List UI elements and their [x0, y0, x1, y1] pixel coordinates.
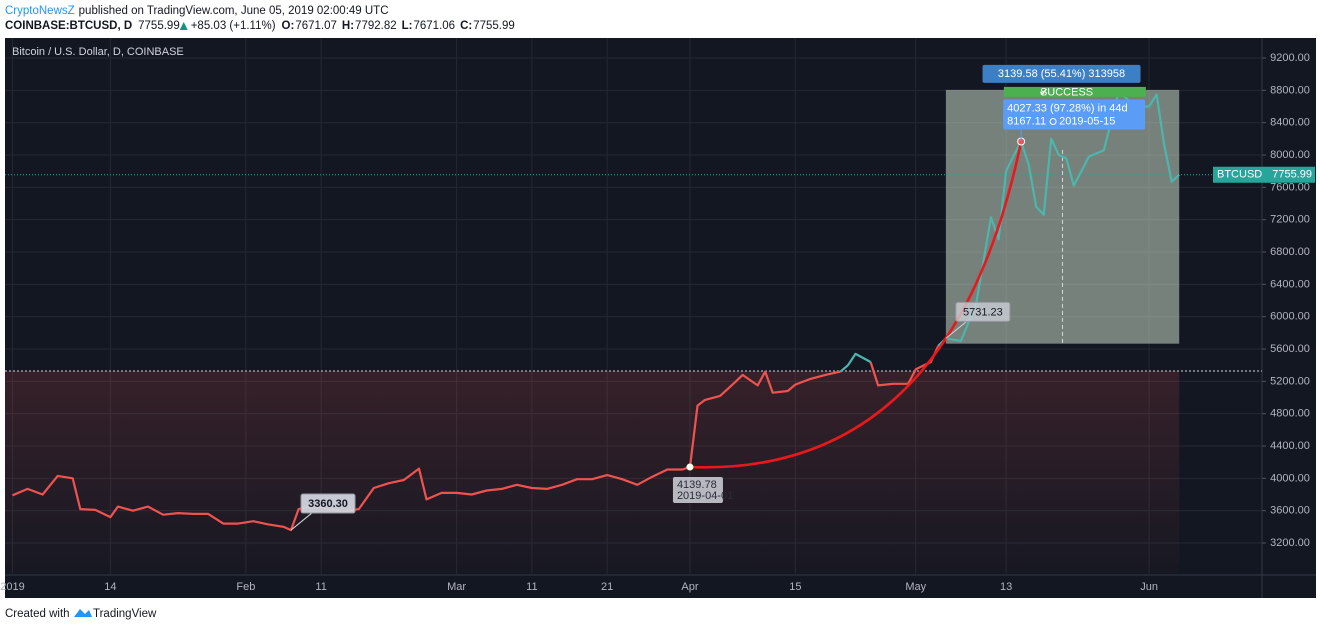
y-tick-label: 7600.00	[1270, 181, 1310, 193]
price: 7755.99	[138, 20, 180, 32]
x-tick-label: 15	[789, 581, 801, 593]
start-label: 4139.78	[677, 479, 717, 491]
end-label-date: 2019-05-15	[1059, 115, 1115, 127]
author[interactable]: CryptoNewsZ	[5, 5, 75, 17]
up-arrow	[179, 22, 188, 30]
x-tick-label: 2019	[0, 581, 24, 593]
symbol: COINBASE:BTCUSD, D	[5, 20, 132, 32]
ohlc-value: 7792.82	[355, 20, 397, 32]
x-tick-label: 21	[601, 581, 613, 593]
growth-curve	[689, 141, 1023, 469]
y-tick-label: 8000.00	[1270, 149, 1310, 161]
y-tick-label: 3600.00	[1270, 505, 1310, 517]
price-tag	[1213, 166, 1315, 183]
ohlc-label: L:	[402, 20, 413, 32]
y-tick-label: 8800.00	[1270, 84, 1310, 96]
annotation-box	[955, 301, 1011, 322]
footer-text: Created with	[5, 608, 70, 620]
y-tick-label: 5200.00	[1270, 375, 1310, 387]
loss-zone	[5, 371, 1180, 573]
y-tick-label: 6000.00	[1270, 311, 1310, 323]
price-line	[12, 345, 940, 532]
annotation-stem	[945, 320, 969, 339]
published: published on TradingView.com, June 05, 2…	[79, 5, 389, 17]
header-line: CryptoNewsZ published on TradingView.com,…	[5, 5, 389, 17]
start-label-box	[672, 477, 723, 504]
footer: Created with	[5, 608, 70, 620]
annotation-label: 5731.23	[963, 306, 1003, 318]
price-line	[839, 89, 1180, 373]
ohlc-label: H:	[342, 20, 354, 32]
plot: 3200.00 3600.00 4000.00 4400.00 4800.00 5200.…	[0, 38, 1315, 593]
x-tick-label: Feb	[236, 581, 255, 593]
y-tick-label: 9200.00	[1270, 52, 1310, 64]
y-tick-label: 5600.00	[1270, 343, 1310, 355]
brand[interactable]: TradingView	[93, 608, 157, 620]
y-tick-label: 4800.00	[1270, 408, 1310, 420]
box-label-bg	[982, 64, 1141, 83]
x-tick-label: Jun	[1140, 581, 1158, 593]
ohlc-label: O:	[282, 20, 295, 32]
logo	[74, 609, 92, 617]
end-label-text: 4027.33 (97.28%) in 44d	[1007, 102, 1127, 114]
clock-icon	[1049, 118, 1057, 126]
status-check	[1040, 88, 1048, 95]
x-tick-label: 11	[315, 581, 326, 593]
y-tick-label: 6800.00	[1270, 246, 1310, 258]
ohlc-value: 7755.99	[473, 20, 515, 32]
end-label-value: 8167.11	[1007, 115, 1046, 127]
y-tick-label: 3200.00	[1270, 537, 1310, 549]
price-tag-value: 7755.99	[1272, 169, 1312, 181]
ohlc-value: 7671.06	[413, 20, 455, 32]
y-tick-label: 7200.00	[1270, 214, 1310, 226]
y-tick-label: 6400.00	[1270, 278, 1310, 290]
symbol-line: COINBASE:BTCUSD, D 7755.99	[5, 20, 180, 32]
annotation-label: 3360.30	[308, 498, 348, 510]
ohlc-label: C:	[460, 20, 472, 32]
y-tick-label: 4400.00	[1270, 440, 1310, 452]
end-label-box	[1003, 99, 1146, 130]
change: +85.03 (+1.11%)	[191, 20, 276, 32]
x-tick-label: 14	[104, 581, 116, 593]
x-tick-label: Apr	[681, 581, 698, 593]
x-tick-label: Mar	[447, 581, 466, 593]
start-date: 2019-04-01	[677, 490, 733, 502]
price-tag-name: BTCUSD	[1217, 169, 1262, 181]
curve-start	[686, 463, 694, 471]
annotation-box	[300, 493, 356, 514]
x-tick-label: May	[905, 581, 926, 593]
y-tick-label: 8400.00	[1270, 117, 1310, 129]
status-bg	[1003, 86, 1146, 97]
status: SUCCESS	[1040, 86, 1093, 98]
y-tick-label: 4000.00	[1270, 472, 1310, 484]
header-quote: +85.03 (+1.11%) O: 7671.07 H: 7792.82 L: 7671.…	[179, 20, 515, 32]
x-tick-label: 11	[526, 581, 537, 593]
annotation-stem	[290, 511, 314, 531]
chart-title: Bitcoin / U.S. Dollar, D, COINBASE	[12, 46, 184, 58]
x-tick-label: 13	[1000, 581, 1012, 593]
box-label: 3139.58 (55.41%) 313958	[998, 68, 1125, 80]
ohlc-value: 7671.07	[295, 20, 337, 32]
